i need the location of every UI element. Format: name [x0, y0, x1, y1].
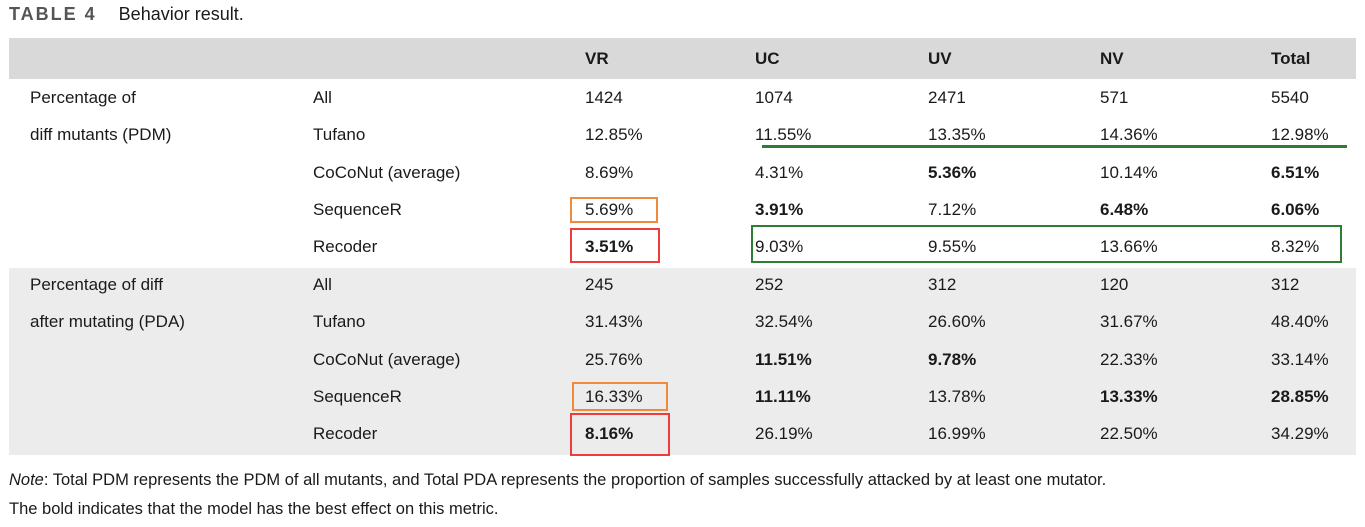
column-header-total: Total — [1271, 49, 1311, 68]
table-cell: 8.16% — [585, 424, 634, 444]
table-cell: 245 — [585, 275, 614, 294]
method-label: Recoder — [313, 237, 378, 257]
table-cell: 32.54% — [755, 312, 813, 332]
table-cell: 25.76% — [585, 349, 643, 369]
table-cell: 12.85% — [585, 125, 643, 145]
table-cell: 13.35% — [928, 125, 986, 145]
table-cell: 13.66% — [1100, 237, 1158, 257]
table-cell: 28.85% — [1271, 386, 1329, 406]
method-label: Tufano — [313, 312, 366, 332]
table-cell: 5540 — [1271, 88, 1309, 107]
green-highlight-box — [751, 225, 1342, 263]
group-label: Percentage of — [30, 88, 136, 107]
note-text: : Total PDM represents the PDM of all mu… — [43, 471, 1107, 489]
note-line-1: Note: Total PDM represents the PDM of al… — [9, 471, 1106, 490]
table-cell: 1424 — [585, 88, 623, 107]
table-cell: 120 — [1100, 275, 1129, 294]
method-label: All — [313, 275, 332, 294]
pda-band — [9, 268, 1356, 455]
method-label: All — [313, 88, 332, 107]
table-cell: 26.60% — [928, 312, 986, 332]
table-cell: 31.67% — [1100, 312, 1158, 332]
table-cell: 4.31% — [755, 162, 804, 182]
table-cell: 5.69% — [585, 199, 634, 219]
table-cell: 6.06% — [1271, 199, 1320, 219]
note-line-2: The bold indicates that the model has th… — [9, 500, 499, 518]
red-highlight-box-pda — [570, 413, 670, 456]
table-cell: 34.29% — [1271, 424, 1329, 444]
table-cell: 13.33% — [1100, 386, 1158, 406]
table-cell: 9.78% — [928, 349, 977, 369]
orange-highlight-box-pda — [572, 382, 668, 411]
table-cell: 22.50% — [1100, 424, 1158, 444]
orange-highlight-box — [570, 197, 658, 223]
table-cell: 8.32% — [1271, 237, 1320, 257]
table-cell: 33.14% — [1271, 349, 1329, 369]
table-cell: 11.51% — [755, 349, 812, 369]
table-cell: 3.51% — [585, 237, 634, 257]
table-cell: 9.55% — [928, 237, 977, 257]
table-cell: 48.40% — [1271, 312, 1329, 332]
table-cell: 31.43% — [585, 312, 643, 332]
group-label: after mutating (PDA) — [30, 312, 185, 331]
method-label: SequenceR — [313, 386, 402, 406]
method-label: Recoder — [313, 424, 378, 444]
table-number: TABLE 4 — [9, 4, 97, 24]
table-cell: 13.78% — [928, 386, 986, 406]
table-cell: 312 — [1271, 275, 1300, 294]
group-label: Percentage of diff — [30, 275, 163, 294]
table-cell: 12.98% — [1271, 125, 1329, 145]
column-header-uv: UV — [928, 49, 952, 68]
table-cell: 3.91% — [755, 199, 804, 219]
method-label: Tufano — [313, 125, 366, 145]
note-label: Note — [9, 471, 44, 489]
column-header-vr: VR — [585, 49, 609, 68]
method-label: SequenceR — [313, 199, 402, 219]
table-cell: 5.36% — [928, 162, 977, 182]
column-header-nv: NV — [1100, 49, 1124, 68]
table-cell: 16.33% — [585, 386, 643, 406]
green-underline — [762, 145, 1347, 148]
table-cell: 252 — [755, 275, 784, 294]
red-highlight-box — [570, 228, 660, 263]
table-cell: 11.55% — [755, 125, 812, 145]
table-cell: 7.12% — [928, 199, 977, 219]
table-cell: 2471 — [928, 88, 966, 107]
table-cell: 571 — [1100, 88, 1129, 107]
table-cell: 1074 — [755, 88, 793, 107]
column-header-uc: UC — [755, 49, 780, 68]
table-cell: 11.11% — [755, 386, 811, 406]
table-cell: 8.69% — [585, 162, 634, 182]
method-label: CoCoNut (average) — [313, 349, 461, 369]
table-cell: 312 — [928, 275, 957, 294]
table-cell: 16.99% — [928, 424, 986, 444]
table-cell: 26.19% — [755, 424, 813, 444]
table-caption: TABLE 4 Behavior result. — [9, 4, 244, 25]
method-label: CoCoNut (average) — [313, 162, 461, 182]
header-band — [9, 38, 1356, 79]
table-cell: 22.33% — [1100, 349, 1158, 369]
table-title: Behavior result. — [118, 4, 244, 24]
group-label: diff mutants (PDM) — [30, 125, 172, 144]
table-cell: 14.36% — [1100, 125, 1158, 145]
table-cell: 6.48% — [1100, 199, 1149, 219]
table-cell: 9.03% — [755, 237, 804, 257]
table-cell: 6.51% — [1271, 162, 1320, 182]
table-cell: 10.14% — [1100, 162, 1158, 182]
